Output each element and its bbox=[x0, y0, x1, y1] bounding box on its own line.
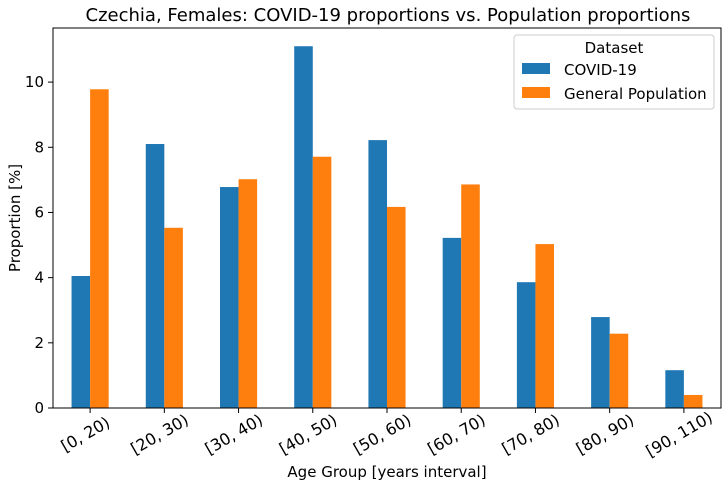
y-axis: 0 2 4 6 8 10 bbox=[25, 73, 53, 417]
bar-population-6 bbox=[535, 244, 554, 408]
bar-covid-7 bbox=[591, 317, 610, 408]
x-tick-label: [90, 110) bbox=[643, 408, 716, 461]
y-tick-label: 10 bbox=[25, 73, 44, 91]
x-tick-label: [60, 70) bbox=[424, 410, 488, 458]
bar-covid-6 bbox=[516, 282, 536, 408]
bar-population-4 bbox=[387, 206, 406, 408]
bar-population-0 bbox=[90, 89, 109, 409]
y-tick-label: 4 bbox=[34, 269, 44, 287]
bar-covid-5 bbox=[442, 237, 462, 408]
x-axis-label: Age Group [years interval] bbox=[287, 463, 486, 481]
bar-covid-0 bbox=[71, 276, 91, 408]
plot-frame bbox=[52, 27, 722, 409]
bar-covid-2 bbox=[220, 187, 239, 408]
legend: Dataset COVID-19 General Population bbox=[513, 34, 715, 110]
bar-covid-1 bbox=[145, 144, 165, 408]
x-tick-label: [20, 30) bbox=[127, 410, 191, 458]
x-tick-label: [30, 40) bbox=[202, 410, 266, 458]
y-axis-label: Proportion [%] bbox=[6, 164, 24, 272]
x-tick-label: [50, 60) bbox=[350, 410, 414, 458]
x-tick-label: [40, 50) bbox=[276, 410, 340, 458]
x-axis: [0, 20) [20, 30) [30, 40) [40, 50) [50, 60)[… bbox=[58, 408, 716, 461]
bar-covid-4 bbox=[368, 140, 387, 409]
bar-covid-8 bbox=[665, 370, 684, 408]
bar-population-8 bbox=[683, 394, 703, 408]
legend-frame bbox=[513, 34, 715, 110]
x-tick-label: [0, 20) bbox=[58, 413, 114, 456]
y-tick-label: 2 bbox=[34, 334, 44, 352]
bar-population-2 bbox=[238, 179, 258, 408]
bar-population-7 bbox=[609, 333, 629, 408]
y-tick-label: 8 bbox=[34, 138, 44, 156]
legend-swatch-population bbox=[522, 87, 550, 98]
y-tick-label: 0 bbox=[34, 399, 44, 417]
legend-title: Dataset bbox=[585, 39, 644, 57]
chart-title: Czechia, Females: COVID-19 proportions v… bbox=[86, 5, 691, 26]
y-tick-label: 6 bbox=[34, 203, 44, 221]
x-tick-label: [80, 90) bbox=[573, 410, 637, 458]
legend-label-covid: COVID-19 bbox=[564, 61, 637, 79]
legend-label-population: General Population bbox=[564, 85, 707, 103]
bar-population-5 bbox=[461, 184, 480, 408]
x-tick-label: [70, 80) bbox=[498, 410, 562, 458]
bar-population-1 bbox=[164, 227, 183, 408]
bar-population-3 bbox=[312, 156, 332, 408]
bars-layer bbox=[71, 46, 703, 409]
bar-covid-3 bbox=[294, 46, 313, 408]
legend-swatch-covid bbox=[522, 63, 550, 74]
